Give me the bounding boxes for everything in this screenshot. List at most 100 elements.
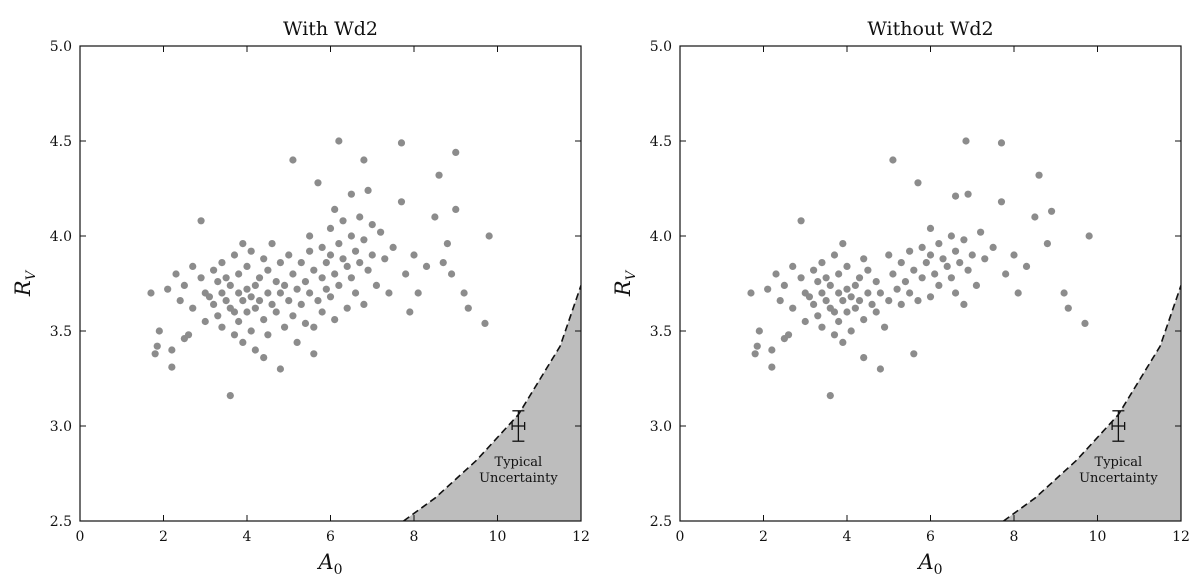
scatter-point (264, 331, 272, 339)
chart-title: With Wd2 (283, 18, 378, 40)
scatter-point (285, 297, 293, 305)
scatter-point (822, 297, 830, 305)
scatter-point (997, 198, 1006, 206)
scatter-point (889, 156, 897, 164)
scatter-point (189, 262, 197, 270)
x-tick-label: 2 (159, 529, 168, 545)
scatter-point (318, 274, 326, 282)
x-axis-label-subscript: 0 (334, 562, 343, 578)
scatter-point (1060, 289, 1068, 297)
y-tick-label: 5.0 (50, 39, 72, 55)
scatter-point (397, 198, 406, 206)
scatter-point (239, 297, 247, 305)
scatter-point (935, 281, 943, 289)
scatter-point (851, 304, 859, 312)
scatter-point (810, 266, 818, 274)
scatter-point (830, 251, 839, 259)
scatter-point (835, 289, 843, 297)
scatter-point (981, 255, 989, 263)
scatter-point (197, 274, 205, 282)
scatter-point (956, 259, 964, 267)
scatter-point (814, 312, 822, 320)
scatter-point (447, 270, 456, 278)
y-tick-label: 2.5 (650, 514, 672, 530)
scatter-point (951, 247, 960, 255)
scatter-point (360, 156, 368, 164)
scatter-point (285, 251, 293, 259)
scatter-point (347, 274, 355, 282)
x-tick-label: 6 (326, 529, 335, 545)
scatter-point (276, 365, 284, 373)
scatter-point (897, 259, 905, 267)
scatter-point (947, 232, 955, 240)
scatter-point (301, 278, 310, 286)
excluded-boundary-line (1003, 285, 1181, 521)
scatter-point (843, 308, 851, 316)
scatter-point (280, 323, 289, 331)
scatter-point (331, 205, 339, 213)
scatter-point (326, 293, 335, 301)
scatter-point (826, 392, 834, 400)
scatter-point (222, 297, 230, 305)
scatter-point (147, 289, 155, 297)
scatter-point (768, 346, 776, 354)
scatter-point (372, 281, 381, 289)
x-tick-label: 10 (1089, 529, 1107, 545)
scatter-point (906, 289, 914, 297)
scatter-point (172, 270, 180, 278)
y-tick-label: 5.0 (650, 39, 672, 55)
scatter-point (1085, 232, 1093, 240)
scatter-point (243, 262, 251, 270)
scatter-point (230, 251, 239, 259)
scatter-point (826, 281, 834, 289)
scatter-point (168, 363, 176, 371)
scatter-point (485, 232, 493, 240)
scatter-point (339, 217, 347, 225)
scatter-point (210, 266, 218, 274)
scatter-point (460, 289, 468, 297)
scatter-point (801, 317, 809, 326)
scatter-point (218, 259, 226, 267)
scatter-point (452, 148, 460, 156)
scatter-point (214, 278, 222, 286)
scatter-point (377, 228, 385, 236)
y-tick-label: 3.0 (650, 419, 672, 435)
scatter-point (214, 312, 222, 320)
scatter-point (910, 266, 918, 274)
scatter-point (435, 171, 443, 179)
uncertainty-label-line: Typical (1095, 455, 1143, 470)
scatter-point (293, 285, 301, 293)
x-tick-label: 4 (843, 529, 852, 545)
scatter-point (176, 297, 184, 305)
scatter-point (747, 289, 755, 297)
scatter-point (364, 186, 372, 194)
scatter-point (906, 247, 914, 255)
y-tick-label: 3.5 (650, 324, 672, 340)
scatter-point (885, 297, 893, 305)
excluded-region (1003, 285, 1181, 521)
scatter-point (402, 270, 410, 278)
scatter-point (772, 270, 780, 278)
scatter-point (364, 266, 372, 274)
scatter-point (835, 270, 843, 278)
y-tick-label: 4.5 (50, 134, 72, 150)
scatter-point (314, 179, 322, 187)
scatter-point (251, 304, 259, 312)
scatter-point (893, 285, 901, 293)
scatter-point (272, 308, 280, 316)
scatter-point (356, 259, 364, 267)
scatter-point (255, 297, 264, 305)
scatter-point (276, 259, 284, 267)
scatter-point (239, 240, 247, 248)
x-tick-label: 10 (489, 529, 507, 545)
scatter-series (147, 137, 493, 400)
scatter-point (243, 285, 251, 293)
scatter-point (322, 285, 330, 293)
chart-title: Without Wd2 (867, 18, 993, 40)
scatter-point (335, 281, 343, 289)
y-tick-label: 3.5 (50, 324, 72, 340)
scatter-point (977, 228, 985, 236)
scatter-point (343, 304, 351, 312)
scatter-point (197, 217, 205, 225)
scatter-point (247, 293, 255, 301)
